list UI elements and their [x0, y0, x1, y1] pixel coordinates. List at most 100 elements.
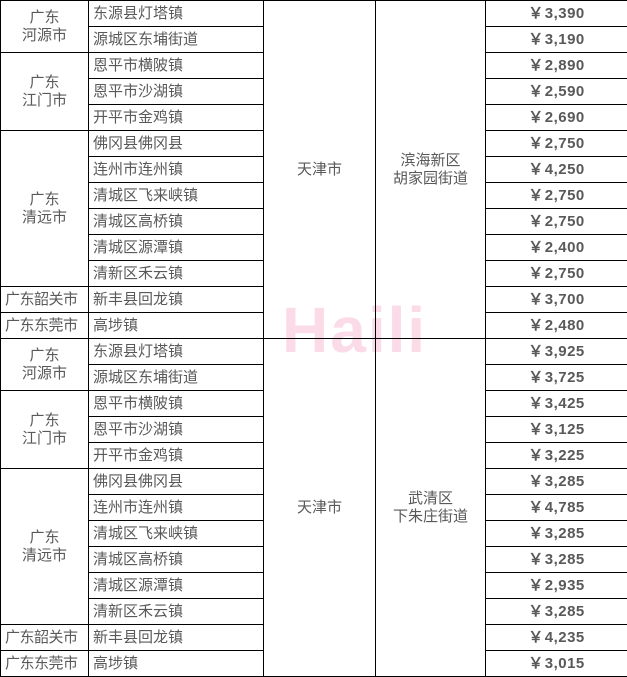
origin-town-cell: 恩平市横陂镇 [89, 53, 264, 79]
price-cell: ￥2,590 [486, 79, 627, 105]
price-amount: 3,285 [545, 473, 585, 490]
currency-symbol: ￥ [528, 187, 544, 204]
price-amount: 2,750 [545, 135, 585, 152]
currency-symbol: ￥ [528, 57, 544, 74]
currency-symbol: ￥ [528, 135, 544, 152]
table-row: 广东 河源市东源县灯塔镇天津市滨海新区 胡家园街道￥3,390 [1, 1, 627, 27]
origin-city-label: 广东 河源市 [22, 9, 67, 43]
currency-symbol: ￥ [528, 291, 544, 308]
origin-town-cell: 高埗镇 [89, 313, 264, 339]
origin-city-cell: 广东 河源市 [1, 339, 89, 391]
origin-city-cell: 广东 清远市 [1, 469, 89, 625]
price-cell: ￥2,480 [486, 313, 627, 339]
origin-town-cell: 清城区飞来峡镇 [89, 521, 264, 547]
currency-symbol: ￥ [528, 239, 544, 256]
price-cell: ￥3,225 [486, 443, 627, 469]
currency-symbol: ￥ [528, 317, 544, 334]
currency-symbol: ￥ [528, 473, 544, 490]
origin-town-cell: 清城区源潭镇 [89, 235, 264, 261]
origin-town-cell: 佛冈县佛冈县 [89, 469, 264, 495]
price-amount: 2,890 [545, 57, 585, 74]
price-amount: 4,785 [545, 499, 585, 516]
origin-town-cell: 连州市连州镇 [89, 495, 264, 521]
price-amount: 3,700 [545, 291, 585, 308]
currency-symbol: ￥ [528, 109, 544, 126]
origin-city-cell: 广东韶关市 [1, 625, 89, 651]
origin-town-cell: 开平市金鸡镇 [89, 443, 264, 469]
price-cell: ￥2,890 [486, 53, 627, 79]
origin-city-cell: 广东 江门市 [1, 53, 89, 131]
currency-symbol: ￥ [528, 603, 544, 620]
origin-town-cell: 清城区高桥镇 [89, 209, 264, 235]
price-amount: 2,935 [545, 577, 585, 594]
origin-town-cell: 高埗镇 [89, 651, 264, 677]
origin-city-label: 广东 清远市 [22, 191, 67, 225]
destination-area-cell: 武清区 下朱庄街道 [376, 339, 486, 677]
origin-town-cell: 恩平市沙湖镇 [89, 417, 264, 443]
table-row: 广东 河源市东源县灯塔镇天津市武清区 下朱庄街道￥3,925 [1, 339, 627, 365]
price-amount: 2,750 [545, 265, 585, 282]
price-cell: ￥3,285 [486, 599, 627, 625]
price-amount: 3,925 [545, 343, 585, 360]
destination-area-cell: 滨海新区 胡家园街道 [376, 1, 486, 339]
currency-symbol: ￥ [528, 31, 544, 48]
price-cell: ￥2,750 [486, 209, 627, 235]
origin-city-label: 广东 河源市 [22, 347, 67, 381]
origin-city-label: 广东 清远市 [22, 529, 67, 563]
price-amount: 2,400 [545, 239, 585, 256]
price-cell: ￥3,190 [486, 27, 627, 53]
origin-city-cell: 广东东莞市 [1, 651, 89, 677]
price-cell: ￥4,250 [486, 157, 627, 183]
price-amount: 2,480 [545, 317, 585, 334]
price-amount: 3,725 [545, 369, 585, 386]
price-amount: 3,190 [545, 31, 585, 48]
price-cell: ￥4,235 [486, 625, 627, 651]
currency-symbol: ￥ [528, 577, 544, 594]
origin-city-cell: 广东 江门市 [1, 391, 89, 469]
currency-symbol: ￥ [528, 421, 544, 438]
currency-symbol: ￥ [528, 499, 544, 516]
origin-city-label: 广东韶关市 [5, 291, 78, 308]
price-amount: 3,285 [545, 603, 585, 620]
origin-town-cell: 清新区禾云镇 [89, 599, 264, 625]
currency-symbol: ￥ [528, 525, 544, 542]
currency-symbol: ￥ [528, 629, 544, 646]
price-cell: ￥3,015 [486, 651, 627, 677]
price-cell: ￥3,125 [486, 417, 627, 443]
origin-town-cell: 清城区高桥镇 [89, 547, 264, 573]
price-cell: ￥2,400 [486, 235, 627, 261]
price-amount: 3,225 [545, 447, 585, 464]
price-cell: ￥3,285 [486, 547, 627, 573]
price-amount: 3,125 [545, 421, 585, 438]
currency-symbol: ￥ [528, 213, 544, 230]
origin-town-cell: 清城区飞来峡镇 [89, 183, 264, 209]
price-amount: 2,750 [545, 213, 585, 230]
price-cell: ￥2,750 [486, 183, 627, 209]
origin-city-label: 广东 江门市 [22, 412, 67, 446]
origin-town-cell: 清城区源潭镇 [89, 573, 264, 599]
destination-city-cell: 天津市 [264, 339, 376, 677]
price-cell: ￥3,725 [486, 365, 627, 391]
price-cell: ￥3,425 [486, 391, 627, 417]
currency-symbol: ￥ [528, 5, 544, 22]
price-cell: ￥3,285 [486, 469, 627, 495]
origin-town-cell: 新丰县回龙镇 [89, 625, 264, 651]
price-cell: ￥2,935 [486, 573, 627, 599]
price-amount: 3,390 [545, 5, 585, 22]
origin-city-cell: 广东东莞市 [1, 313, 89, 339]
price-cell: ￥4,785 [486, 495, 627, 521]
price-cell: ￥2,750 [486, 131, 627, 157]
origin-city-cell: 广东 河源市 [1, 1, 89, 53]
origin-city-label: 广东东莞市 [5, 317, 78, 334]
currency-symbol: ￥ [528, 83, 544, 100]
price-amount: 3,015 [545, 655, 585, 672]
price-cell: ￥3,390 [486, 1, 627, 27]
currency-symbol: ￥ [528, 395, 544, 412]
price-amount: 2,750 [545, 187, 585, 204]
price-amount: 3,285 [545, 551, 585, 568]
origin-town-cell: 东源县灯塔镇 [89, 1, 264, 27]
origin-town-cell: 源城区东埔街道 [89, 27, 264, 53]
price-amount: 3,425 [545, 395, 585, 412]
price-cell: ￥3,925 [486, 339, 627, 365]
